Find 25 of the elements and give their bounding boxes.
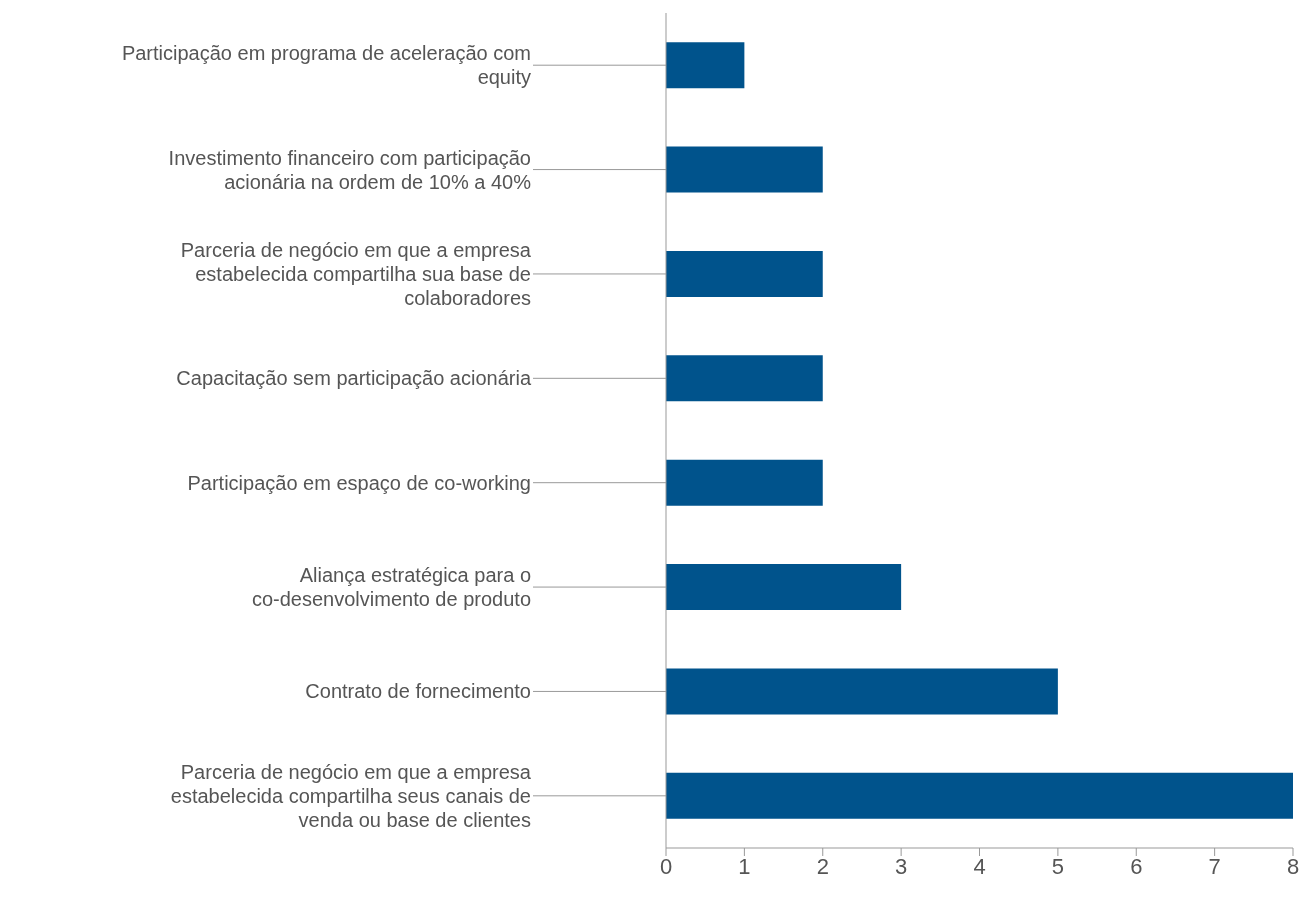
y-tick-label: Aliança estratégica para o co-desenvolvimento de produto xyxy=(251,564,531,611)
x-tick-label: 4 xyxy=(973,853,986,879)
bar xyxy=(666,42,745,89)
x-tick-label: 2 xyxy=(816,853,829,879)
bar xyxy=(666,564,902,611)
y-tick-label: Investimento financeiro com participação acionária na ordem de 10% a 40% xyxy=(168,146,532,193)
bar xyxy=(666,668,1058,715)
x-tick-label: 8 xyxy=(1286,853,1300,879)
bar xyxy=(666,146,823,193)
bar xyxy=(666,459,823,506)
y-tick-label: Participação em espaço de co-working xyxy=(187,471,531,494)
bar xyxy=(666,772,1293,819)
y-tick-label: Contrato de fornecimento xyxy=(305,680,531,703)
y-tick-label: Capacitação sem participação acionária xyxy=(176,367,532,390)
x-tick-label: 5 xyxy=(1051,853,1064,879)
x-tick-label: 3 xyxy=(895,853,908,879)
y-tick-label: Participação em programa de aceleração com equity xyxy=(121,42,531,89)
y-tick-label: Parceria de negócio em que a empresa estabelecida compartilha sua base de colaboradores xyxy=(180,238,532,309)
bar xyxy=(666,355,823,402)
y-tick-label: Parceria de negócio em que a empresa estabelecida compartilha seus canais de venda ou base de clientes xyxy=(170,760,532,831)
x-tick-label: 7 xyxy=(1208,853,1221,879)
bar xyxy=(666,250,823,297)
x-tick-label: 6 xyxy=(1130,853,1143,879)
x-tick-label: 0 xyxy=(659,853,673,879)
x-tick-label: 1 xyxy=(738,853,751,879)
